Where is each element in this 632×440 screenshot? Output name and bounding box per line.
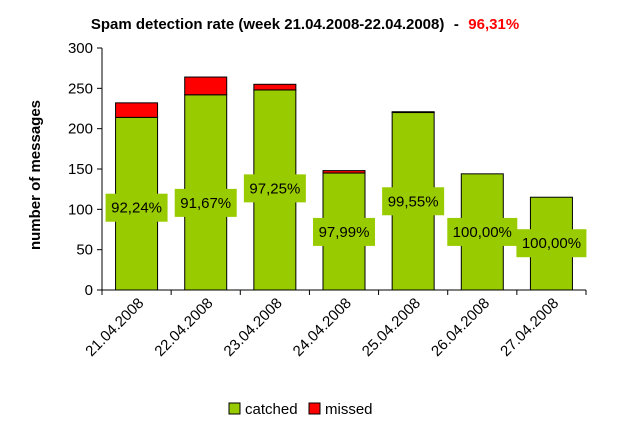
data-label-box [516, 229, 587, 258]
bar-missed [115, 102, 159, 118]
y-tick-label: 300 [68, 40, 93, 57]
chart-title-separator: - [454, 16, 459, 33]
data-label: 92,24% [111, 200, 162, 217]
x-tick-label: 26.04.2008 [428, 295, 493, 360]
data-label: 97,99% [319, 224, 370, 241]
data-label-box [243, 174, 306, 203]
bar-missed [391, 111, 435, 114]
x-tick-label: 22.04.2008 [151, 295, 216, 360]
x-tick-label: 23.04.2008 [221, 295, 286, 360]
y-tick-label: 250 [68, 80, 93, 97]
data-label: 91,67% [180, 195, 231, 212]
legend-label-catched: catched [245, 401, 298, 418]
data-label-box [382, 187, 445, 216]
y-tick-label: 50 [76, 242, 93, 259]
legend-label-missed: missed [325, 401, 373, 418]
y-tick-label: 150 [68, 161, 93, 178]
x-tick-label: 27.04.2008 [497, 295, 562, 360]
y-tick-label: 0 [85, 282, 93, 299]
y-tick-label: 100 [68, 201, 93, 218]
data-label-box [105, 193, 168, 222]
data-label: 100,00% [522, 235, 581, 252]
data-labels: 92,24% 91,67% 97,25% 97,99% 99,55% 100,00% 100… [105, 174, 587, 258]
data-label: 97,25% [249, 180, 300, 197]
data-label-box [174, 188, 237, 217]
data-label-box [447, 217, 518, 246]
x-tick-label: 24.04.2008 [290, 295, 355, 360]
data-label-box [313, 217, 375, 246]
y-axis-label: number of messages [27, 100, 44, 250]
overall-detection-rate: 96,31% [468, 16, 519, 33]
bar-missed [253, 83, 297, 91]
legend: catched missed [228, 401, 373, 418]
x-tick-labels: 21.04.2008 22.04.2008 23.04.2008 24.04.2008… [82, 295, 562, 360]
bars [115, 76, 573, 291]
legend-swatch-missed [308, 402, 321, 415]
x-tick-label: 21.04.2008 [82, 295, 147, 360]
chart-title-text: Spam detection rate (week 21.04.2008-22.… [91, 16, 445, 33]
bar-missed [322, 170, 366, 174]
x-tick-label: 25.04.2008 [359, 295, 424, 360]
bar-missed [184, 76, 228, 96]
axes: 0 50 100 150 200 250 300 [68, 40, 587, 299]
y-tick-label: 200 [68, 121, 93, 138]
chart-title: Spam detection rate (week 21.04.2008-22.… [91, 16, 519, 33]
data-label: 100,00% [453, 224, 512, 241]
data-label: 99,55% [388, 193, 439, 210]
legend-swatch-catched [228, 402, 241, 415]
